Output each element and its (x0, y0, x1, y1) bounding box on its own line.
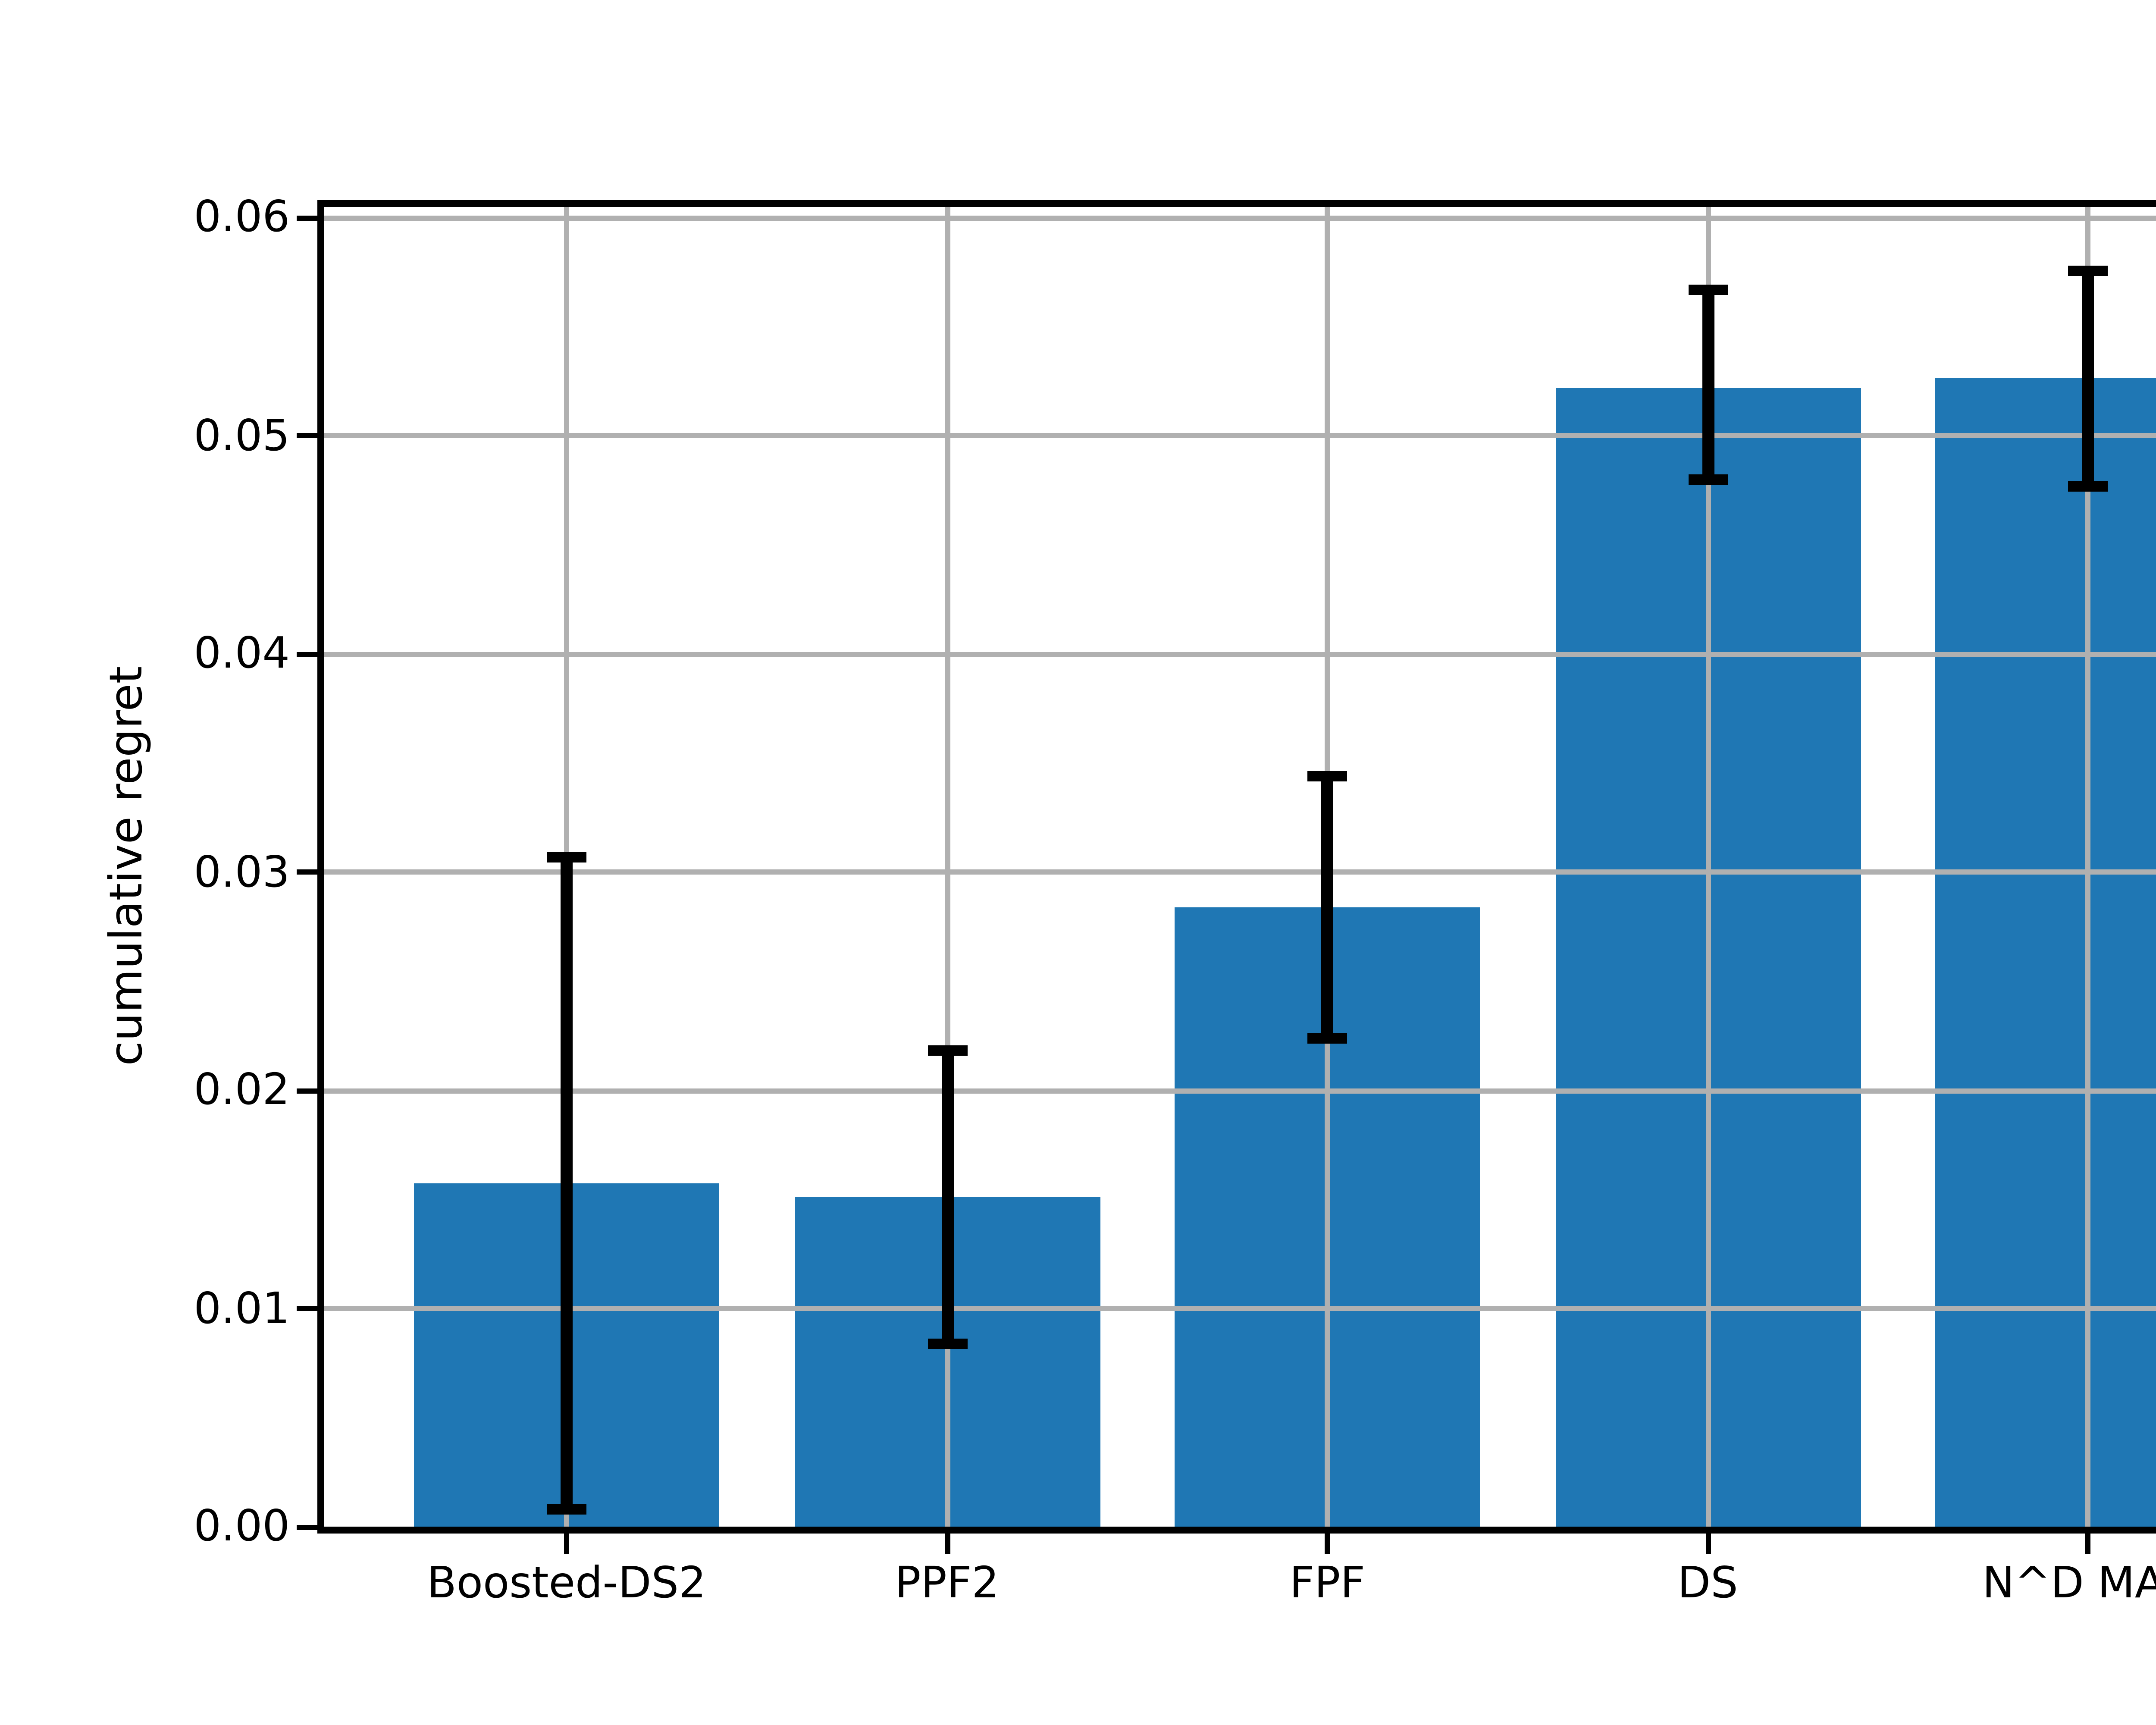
h-gridline-0.02 (324, 1088, 2156, 1093)
error-bar-boosted-ds2 (560, 857, 573, 1509)
h-gridline-0.05 (324, 433, 2156, 439)
x-tick-ds (1705, 1534, 1711, 1554)
h-gridline-0.06 (324, 215, 2156, 221)
error-cap-bottom-fpf (1307, 1033, 1348, 1043)
h-gridline-0.04 (324, 651, 2156, 657)
error-cap-top-n-d-mab (2068, 265, 2108, 276)
x-tick-label-ds: DS (1677, 1558, 1738, 1608)
x-tick-label-fpf: FPF (1289, 1558, 1365, 1608)
y-tick-0.06 (297, 215, 317, 221)
v-gridline-ds (1705, 207, 1711, 1527)
y-tick-label-0.00: 0.00 (194, 1501, 290, 1551)
plot-area (324, 207, 2156, 1527)
y-tick-0.05 (297, 433, 317, 439)
h-gridline-0.01 (324, 1306, 2156, 1311)
error-cap-bottom-ppf2 (927, 1338, 967, 1349)
y-tick-0.02 (297, 1088, 317, 1093)
y-tick-label-0.04: 0.04 (194, 628, 290, 678)
error-cap-top-fpf (1307, 771, 1348, 782)
error-cap-bottom-n-d-mab (2068, 481, 2108, 492)
y-tick-label-0.03: 0.03 (194, 846, 290, 897)
bar-n-d-mab (1935, 377, 2156, 1527)
y-tick-0.00 (297, 1524, 317, 1529)
error-bar-n-d-mab (2082, 270, 2094, 486)
x-tick-ppf2 (944, 1534, 950, 1554)
x-tick-label-ppf2: PPF2 (895, 1558, 999, 1608)
y-axis-label: cumulative regret (102, 666, 154, 1066)
error-cap-top-ds (1688, 285, 1728, 295)
y-tick-label-0.05: 0.05 (194, 410, 290, 461)
error-cap-top-boosted-ds2 (546, 852, 586, 862)
x-tick-boosted-ds2 (564, 1534, 569, 1554)
error-bar-fpf (1321, 776, 1334, 1038)
x-tick-fpf (1325, 1534, 1330, 1554)
y-tick-label-0.02: 0.02 (194, 1064, 290, 1115)
v-gridline-n-d-mab (2085, 207, 2091, 1527)
error-cap-top-ppf2 (927, 1046, 967, 1057)
h-gridline-0.03 (324, 869, 2156, 875)
x-tick-label-n-d-mab: N^D MAB (1982, 1558, 2156, 1608)
y-tick-label-0.06: 0.06 (194, 192, 290, 242)
error-bar-ppf2 (941, 1051, 953, 1344)
error-cap-bottom-ds (1688, 474, 1728, 485)
error-bar-ds (1702, 290, 1714, 480)
y-tick-0.03 (297, 869, 317, 875)
x-tick-n-d-mab (2085, 1534, 2091, 1554)
y-tick-0.01 (297, 1306, 317, 1311)
y-tick-0.04 (297, 651, 317, 657)
error-cap-bottom-boosted-ds2 (546, 1504, 586, 1515)
x-tick-label-boosted-ds2: Boosted-DS2 (427, 1558, 706, 1608)
y-tick-label-0.01: 0.01 (194, 1283, 290, 1333)
